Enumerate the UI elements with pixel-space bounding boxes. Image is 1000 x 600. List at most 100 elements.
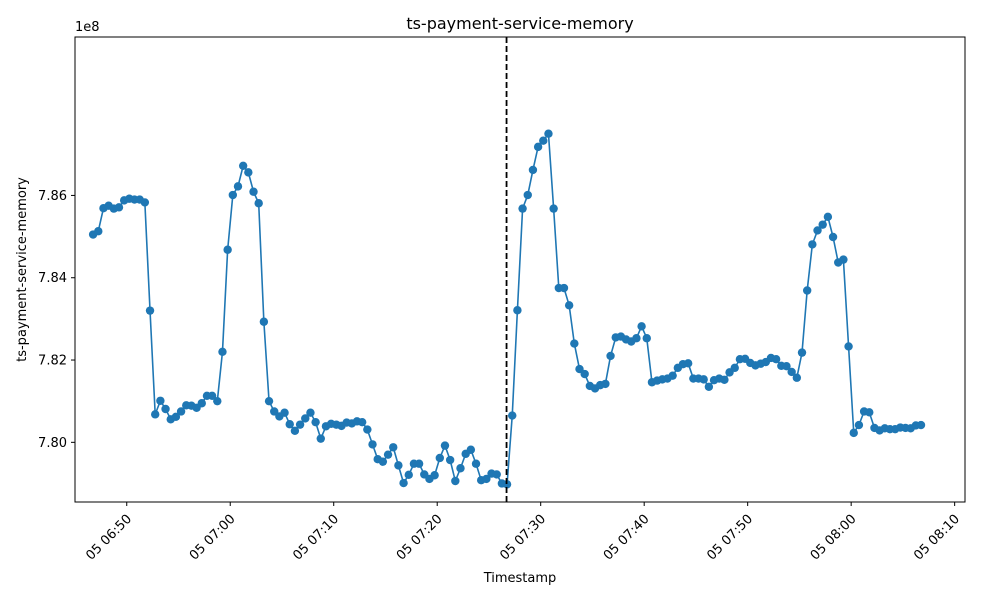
data-point bbox=[839, 255, 848, 264]
data-point bbox=[580, 369, 589, 379]
data-point bbox=[549, 204, 558, 213]
data-point bbox=[156, 396, 165, 405]
y-axis-label: ts-payment-service-memory bbox=[15, 177, 30, 362]
series-group bbox=[88, 129, 926, 489]
data-point bbox=[492, 470, 501, 479]
data-point bbox=[171, 412, 181, 422]
data-point bbox=[399, 478, 408, 488]
data-point bbox=[533, 142, 543, 152]
data-point bbox=[311, 417, 320, 427]
data-point bbox=[145, 306, 155, 315]
plot-frame bbox=[74, 36, 966, 503]
data-point bbox=[813, 226, 822, 235]
data-point bbox=[249, 187, 258, 196]
data-point bbox=[637, 322, 646, 331]
data-point bbox=[368, 440, 377, 449]
data-point bbox=[213, 396, 222, 406]
data-point bbox=[233, 182, 243, 191]
data-point bbox=[301, 414, 310, 423]
x-tick-label: 05 06:50 bbox=[83, 512, 135, 564]
data-point bbox=[502, 480, 512, 489]
data-point bbox=[363, 425, 372, 434]
data-point bbox=[668, 371, 677, 380]
data-point bbox=[94, 227, 103, 236]
x-tick-label: 05 07:50 bbox=[704, 512, 756, 564]
data-point bbox=[823, 212, 833, 222]
data-point bbox=[430, 471, 439, 480]
x-tick-label: 05 07:20 bbox=[394, 512, 446, 564]
data-point bbox=[539, 136, 548, 145]
data-point bbox=[394, 461, 403, 470]
data-point bbox=[357, 417, 367, 427]
x-tick-label: 05 08:10 bbox=[911, 512, 963, 564]
data-point bbox=[435, 453, 444, 463]
data-point bbox=[818, 220, 827, 229]
data-point bbox=[802, 286, 812, 295]
data-point bbox=[280, 408, 289, 417]
data-point bbox=[207, 391, 217, 401]
x-tick-label: 05 07:40 bbox=[601, 512, 653, 564]
data-point bbox=[797, 348, 807, 357]
data-point bbox=[792, 373, 802, 382]
chart-title: ts-payment-service-memory bbox=[406, 14, 633, 33]
data-point bbox=[518, 204, 527, 213]
data-point bbox=[782, 362, 791, 371]
data-point bbox=[295, 420, 305, 429]
data-point bbox=[383, 450, 393, 459]
data-point bbox=[508, 411, 517, 420]
data-point bbox=[513, 306, 522, 315]
y-tick-label: 7.80 bbox=[38, 436, 67, 451]
data-point bbox=[238, 161, 248, 170]
data-point bbox=[808, 240, 817, 249]
data-point bbox=[404, 470, 413, 480]
data-point bbox=[389, 443, 398, 452]
data-point bbox=[523, 190, 532, 200]
y-tick-label: 7.84 bbox=[38, 271, 67, 286]
y-axis-ticks: 7.80 7.82 7.84 7.86 bbox=[38, 189, 75, 451]
data-point bbox=[378, 457, 388, 466]
data-point bbox=[606, 351, 615, 361]
data-point bbox=[244, 168, 253, 177]
data-point bbox=[544, 129, 553, 138]
data-point bbox=[223, 245, 232, 254]
data-point bbox=[471, 459, 481, 468]
data-point bbox=[140, 198, 150, 207]
data-point bbox=[316, 434, 325, 443]
data-point bbox=[456, 464, 465, 473]
data-point bbox=[254, 199, 263, 208]
x-axis-ticks: 05 06:50 05 07:00 05 07:10 05 07:20 05 07:30… bbox=[83, 502, 963, 563]
y-tick-label: 7.86 bbox=[38, 189, 67, 204]
x-tick-label: 05 08:00 bbox=[808, 512, 860, 564]
data-point bbox=[482, 474, 491, 484]
data-point bbox=[916, 420, 926, 430]
data-point bbox=[730, 363, 739, 373]
data-point bbox=[828, 232, 838, 242]
data-point bbox=[865, 408, 874, 417]
data-point bbox=[114, 203, 124, 212]
data-point bbox=[854, 420, 864, 430]
y-tick-label: 7.82 bbox=[38, 354, 67, 369]
data-point bbox=[285, 420, 294, 429]
data-point bbox=[699, 375, 708, 384]
data-point bbox=[632, 334, 641, 343]
data-point bbox=[466, 445, 476, 454]
data-point bbox=[440, 441, 450, 450]
data-point bbox=[642, 334, 651, 343]
x-tick-label: 05 07:30 bbox=[497, 512, 549, 564]
data-point bbox=[683, 359, 693, 368]
data-point bbox=[218, 347, 227, 356]
data-point bbox=[161, 404, 170, 414]
data-point bbox=[151, 410, 160, 419]
data-point bbox=[771, 355, 781, 364]
x-tick-label: 05 07:10 bbox=[290, 512, 342, 564]
data-point bbox=[787, 367, 796, 377]
x-tick-label: 05 07:00 bbox=[187, 512, 239, 564]
data-point bbox=[264, 396, 274, 406]
data-point bbox=[720, 375, 729, 384]
data-point bbox=[228, 190, 238, 200]
data-point bbox=[704, 382, 714, 391]
x-axis-label: Timestamp bbox=[483, 571, 557, 586]
data-point bbox=[414, 459, 424, 468]
data-point bbox=[176, 407, 186, 416]
